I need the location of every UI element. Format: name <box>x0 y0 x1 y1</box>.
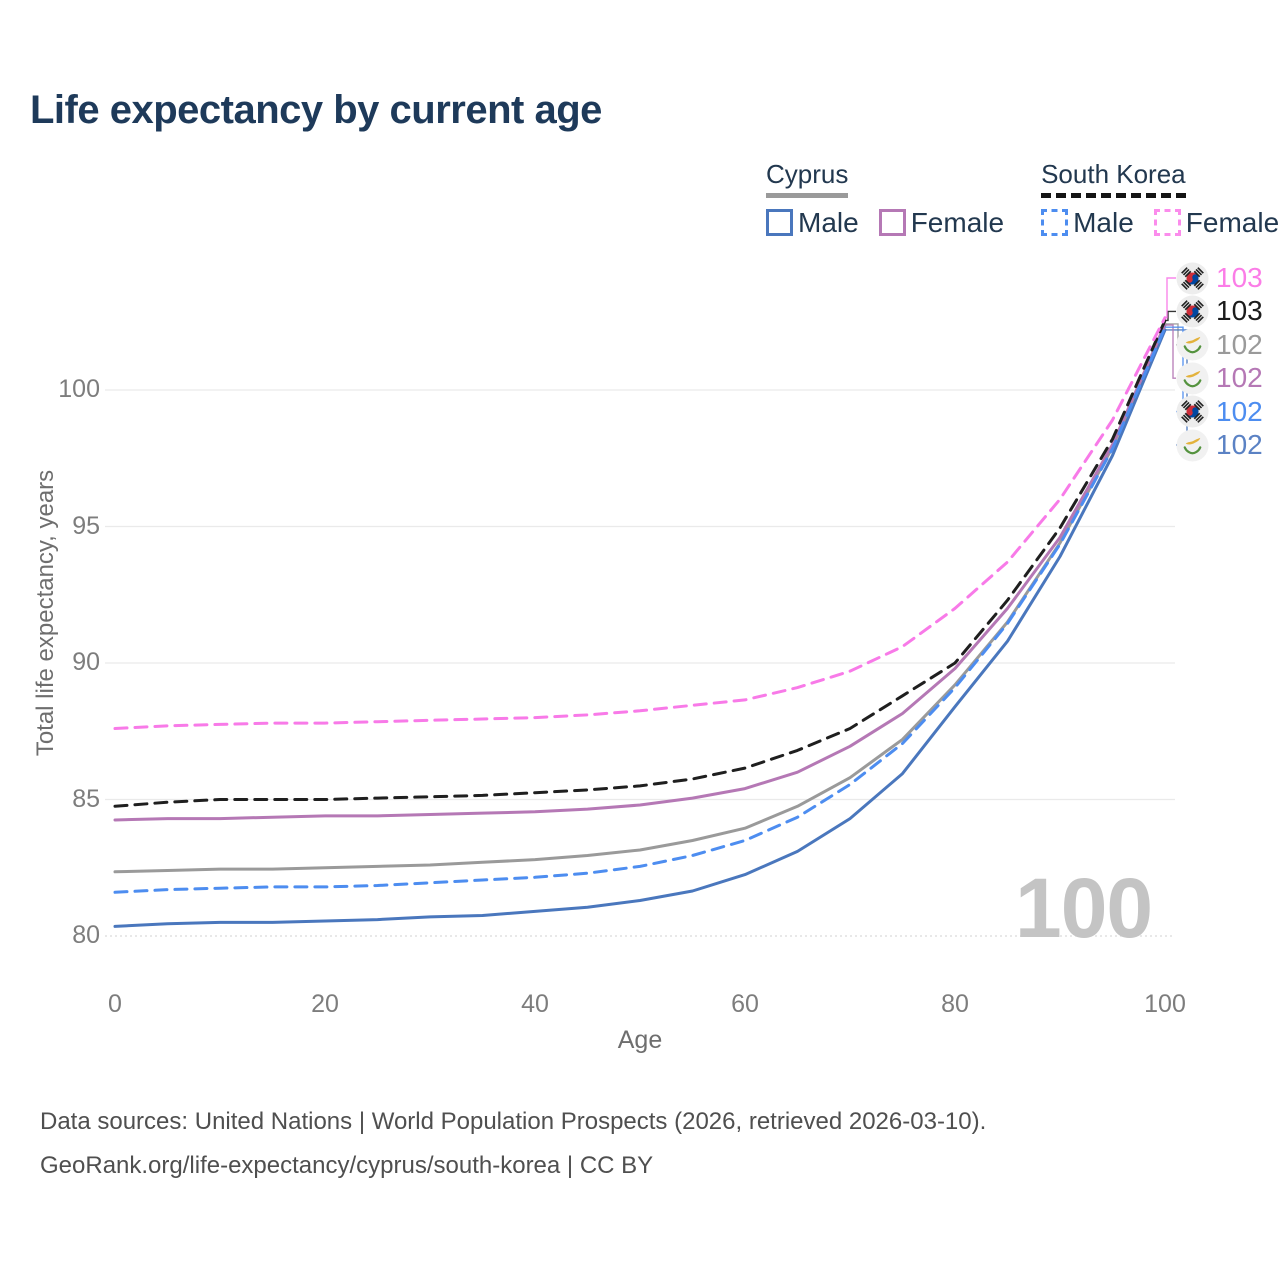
legend-item-cyprus-male[interactable]: Male <box>766 207 859 239</box>
x-tick-label-60: 60 <box>731 990 759 1018</box>
end-label-cyprus-female: 102 <box>1176 361 1263 395</box>
south-korea-flag-icon <box>1176 295 1209 328</box>
y-tick-label-90: 90 <box>72 648 100 676</box>
end-label-cyprus-male: 102 <box>1176 428 1263 462</box>
series-line-south-korea-male[interactable] <box>113 325 1167 894</box>
legend-item-cyprus-female-label: Female <box>910 206 1005 238</box>
end-label-south-korea-both: 103 <box>1176 294 1263 328</box>
y-tick-label-80: 80 <box>72 921 100 949</box>
x-tick-label-80: 80 <box>941 990 969 1018</box>
legend-group-cyprus-items: Male Female <box>766 207 1004 239</box>
legend-item-south-korea-male-label: Male <box>1073 206 1134 238</box>
legend-item-south-korea-female-label: Female <box>1185 206 1280 238</box>
footer-url-line: GeoRank.org/life-expectancy/cyprus/south… <box>40 1152 654 1179</box>
legend-item-cyprus-female[interactable]: Female <box>878 206 1005 239</box>
south-korea-flag-icon <box>1176 261 1209 295</box>
series-line-cyprus-female[interactable] <box>113 323 1167 822</box>
end-label-leader-south-korea-female <box>1165 277 1176 319</box>
end-label-south-korea-male: 102 <box>1176 395 1263 429</box>
legend-group-south-korea: South Korea Male Female <box>1041 159 1279 239</box>
end-label-value-south-korea-both: 103 <box>1216 295 1263 327</box>
legend-item-south-korea-female[interactable]: Female <box>1153 206 1280 239</box>
x-tick-label-0: 0 <box>108 990 122 1018</box>
y-tick-label-85: 85 <box>72 784 100 813</box>
end-label-value-south-korea-male: 102 <box>1216 395 1263 427</box>
legend: Cyprus Male Female South Korea Male Fema… <box>766 159 1279 239</box>
legend-item-cyprus-male-label: Male <box>798 206 859 238</box>
south-korea-female-swatch-icon <box>1153 209 1181 237</box>
series-line-south-korea-female[interactable] <box>113 316 1167 730</box>
series-line-cyprus-male[interactable] <box>113 328 1167 928</box>
footer: Data sources: United Nations | World Pop… <box>40 1108 986 1196</box>
cyprus-male-swatch-icon <box>766 209 793 237</box>
south-korea-male-swatch-icon <box>1041 209 1069 237</box>
series-line-south-korea-both[interactable] <box>113 318 1167 808</box>
cyprus-flag-icon <box>1176 328 1209 361</box>
page-title: Life expectancy by current age <box>30 88 602 132</box>
end-label-value-cyprus-female: 102 <box>1216 362 1263 394</box>
end-label-value-cyprus-male: 102 <box>1216 429 1263 460</box>
end-label-south-korea-female: 103 <box>1176 261 1263 295</box>
y-tick-label-95: 95 <box>72 511 100 540</box>
end-label-leader-south-korea-both <box>1165 310 1176 322</box>
end-label-cyprus-both: 102 <box>1176 328 1263 362</box>
x-axis-title: Age <box>617 1026 663 1054</box>
y-tick-label-100: 100 <box>58 375 100 403</box>
legend-group-south-korea-label[interactable]: South Korea <box>1041 159 1186 198</box>
cyprus-flag-icon <box>1176 362 1209 395</box>
legend-group-cyprus-label[interactable]: Cyprus <box>766 159 849 198</box>
footer-source-line: Data sources: United Nations | World Pop… <box>40 1108 987 1135</box>
cyprus-female-swatch-icon <box>878 209 906 237</box>
x-tick-label-20: 20 <box>311 990 339 1018</box>
age-watermark: 100 <box>1015 861 1153 955</box>
legend-item-south-korea-male[interactable]: Male <box>1041 207 1134 239</box>
cyprus-flag-icon <box>1176 428 1209 462</box>
legend-group-south-korea-items: Male Female <box>1041 207 1279 239</box>
end-label-value-south-korea-female: 103 <box>1216 262 1263 293</box>
y-axis-title: Total life expectancy, years <box>32 469 59 757</box>
x-tick-label-100: 100 <box>1144 990 1186 1018</box>
x-tick-label-40: 40 <box>521 990 549 1018</box>
legend-group-cyprus: Cyprus Male Female <box>766 159 1004 239</box>
south-korea-flag-icon <box>1176 395 1209 428</box>
series-line-cyprus-both[interactable] <box>113 322 1167 874</box>
end-label-leader-cyprus-female <box>1165 324 1176 379</box>
end-label-value-cyprus-both: 102 <box>1216 328 1263 360</box>
